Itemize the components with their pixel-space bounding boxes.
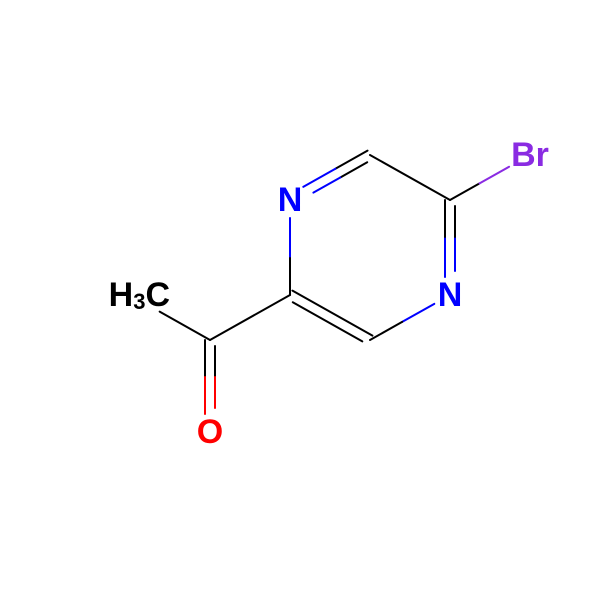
bond [335, 151, 367, 169]
atom-ch3: H3C [109, 276, 170, 314]
bond [303, 169, 335, 187]
atom-n_ring_br: N [438, 276, 463, 314]
atom-o_ketone: O [197, 413, 223, 451]
atom-br: Br [511, 136, 549, 174]
bond [480, 167, 510, 184]
bond [292, 291, 372, 336]
atom-n_ring_tl: N [278, 181, 303, 219]
bond [402, 304, 434, 322]
bond [210, 295, 290, 340]
bond [450, 183, 480, 200]
bond [160, 312, 210, 340]
bond [293, 302, 363, 341]
bond [370, 322, 402, 340]
molecule-diagram: N N O H3C Br [0, 0, 600, 600]
bond [370, 155, 450, 200]
